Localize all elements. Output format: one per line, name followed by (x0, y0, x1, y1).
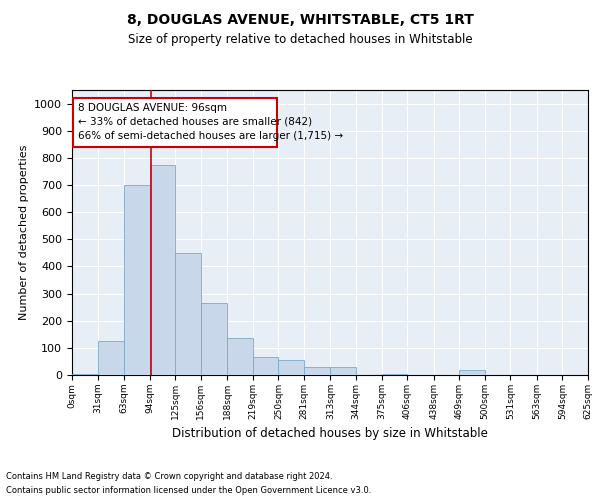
Bar (98, 341, 124, 375)
Bar (459, 370, 485, 375)
Y-axis label: Number of detached properties: Number of detached properties (19, 145, 29, 320)
Text: 8, DOUGLAS AVENUE, WHITSTABLE, CT5 1RT: 8, DOUGLAS AVENUE, WHITSTABLE, CT5 1RT (127, 12, 473, 26)
Text: ← 33% of detached houses are smaller (842): ← 33% of detached houses are smaller (84… (78, 117, 312, 127)
Bar (175, 253, 201, 375)
Text: Size of property relative to detached houses in Whitstable: Size of property relative to detached ho… (128, 32, 472, 46)
Bar (253, 358, 278, 375)
Bar (149, 164, 175, 375)
Bar (73, 98, 277, 147)
Bar (72, 374, 98, 375)
Bar (227, 338, 253, 375)
Bar (382, 374, 407, 375)
Bar (124, 185, 149, 375)
Text: 66% of semi-detached houses are larger (1,715) →: 66% of semi-detached houses are larger (… (78, 131, 343, 141)
Text: 8 DOUGLAS AVENUE: 96sqm: 8 DOUGLAS AVENUE: 96sqm (78, 103, 227, 113)
Bar (331, 367, 356, 375)
Bar (278, 360, 304, 375)
Text: Contains HM Land Registry data © Crown copyright and database right 2024.: Contains HM Land Registry data © Crown c… (6, 472, 332, 481)
X-axis label: Distribution of detached houses by size in Whitstable: Distribution of detached houses by size … (172, 428, 488, 440)
Bar (304, 367, 331, 375)
Bar (201, 303, 227, 375)
Text: Contains public sector information licensed under the Open Government Licence v3: Contains public sector information licen… (6, 486, 371, 495)
